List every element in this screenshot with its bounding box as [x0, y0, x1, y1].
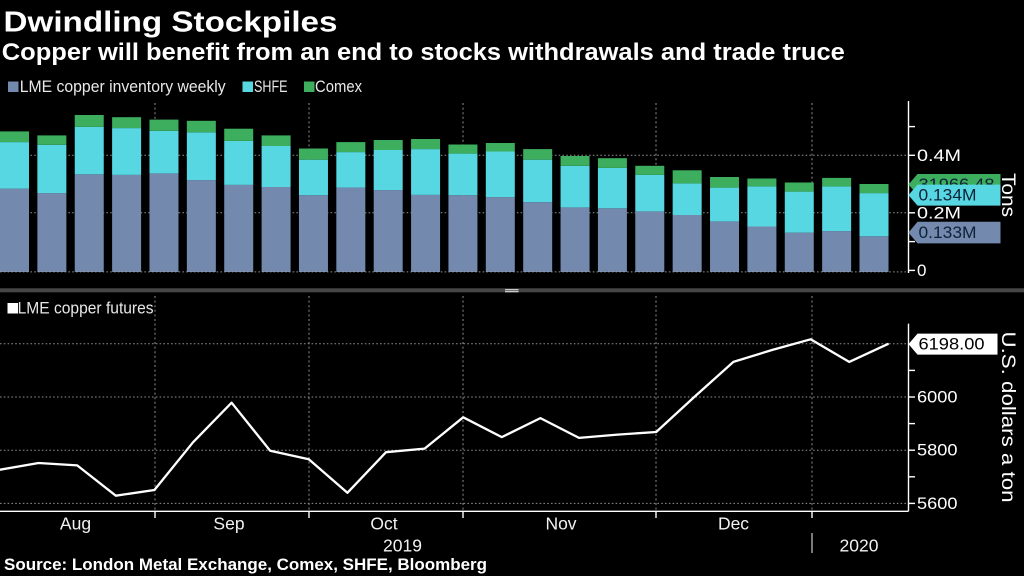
svg-text:0.134M: 0.134M: [919, 186, 977, 205]
svg-text:SHFE: SHFE: [254, 78, 288, 96]
svg-text:LME copper inventory weekly: LME copper inventory weekly: [20, 78, 227, 96]
svg-text:2020: 2020: [840, 536, 879, 556]
svg-text:Aug: Aug: [60, 514, 91, 534]
svg-text:0: 0: [917, 261, 926, 280]
svg-text:Copper will benefit from an en: Copper will benefit from an end to stock…: [2, 39, 845, 66]
svg-text:Source: London Metal Exchange,: Source: London Metal Exchange, Comex, SH…: [4, 556, 487, 574]
svg-text:5800: 5800: [917, 441, 958, 460]
svg-text:Sep: Sep: [213, 514, 244, 534]
svg-text:Dec: Dec: [718, 514, 749, 534]
svg-text:U.S. dollars a ton: U.S. dollars a ton: [997, 332, 1019, 503]
svg-text:Nov: Nov: [545, 514, 576, 534]
svg-text:0.4M: 0.4M: [917, 146, 961, 165]
svg-text:5600: 5600: [917, 494, 958, 513]
svg-text:2019: 2019: [383, 536, 422, 556]
svg-text:LME copper futures: LME copper futures: [18, 300, 154, 318]
svg-text:Dwindling Stockpiles: Dwindling Stockpiles: [4, 7, 338, 39]
svg-text:6198.00: 6198.00: [919, 335, 985, 354]
svg-text:Oct: Oct: [370, 514, 397, 534]
svg-text:Tons: Tons: [997, 173, 1019, 217]
svg-text:6000: 6000: [917, 388, 958, 407]
svg-text:0.133M: 0.133M: [919, 223, 977, 242]
svg-text:Comex: Comex: [315, 78, 363, 96]
svg-text:0.2M: 0.2M: [917, 203, 961, 222]
